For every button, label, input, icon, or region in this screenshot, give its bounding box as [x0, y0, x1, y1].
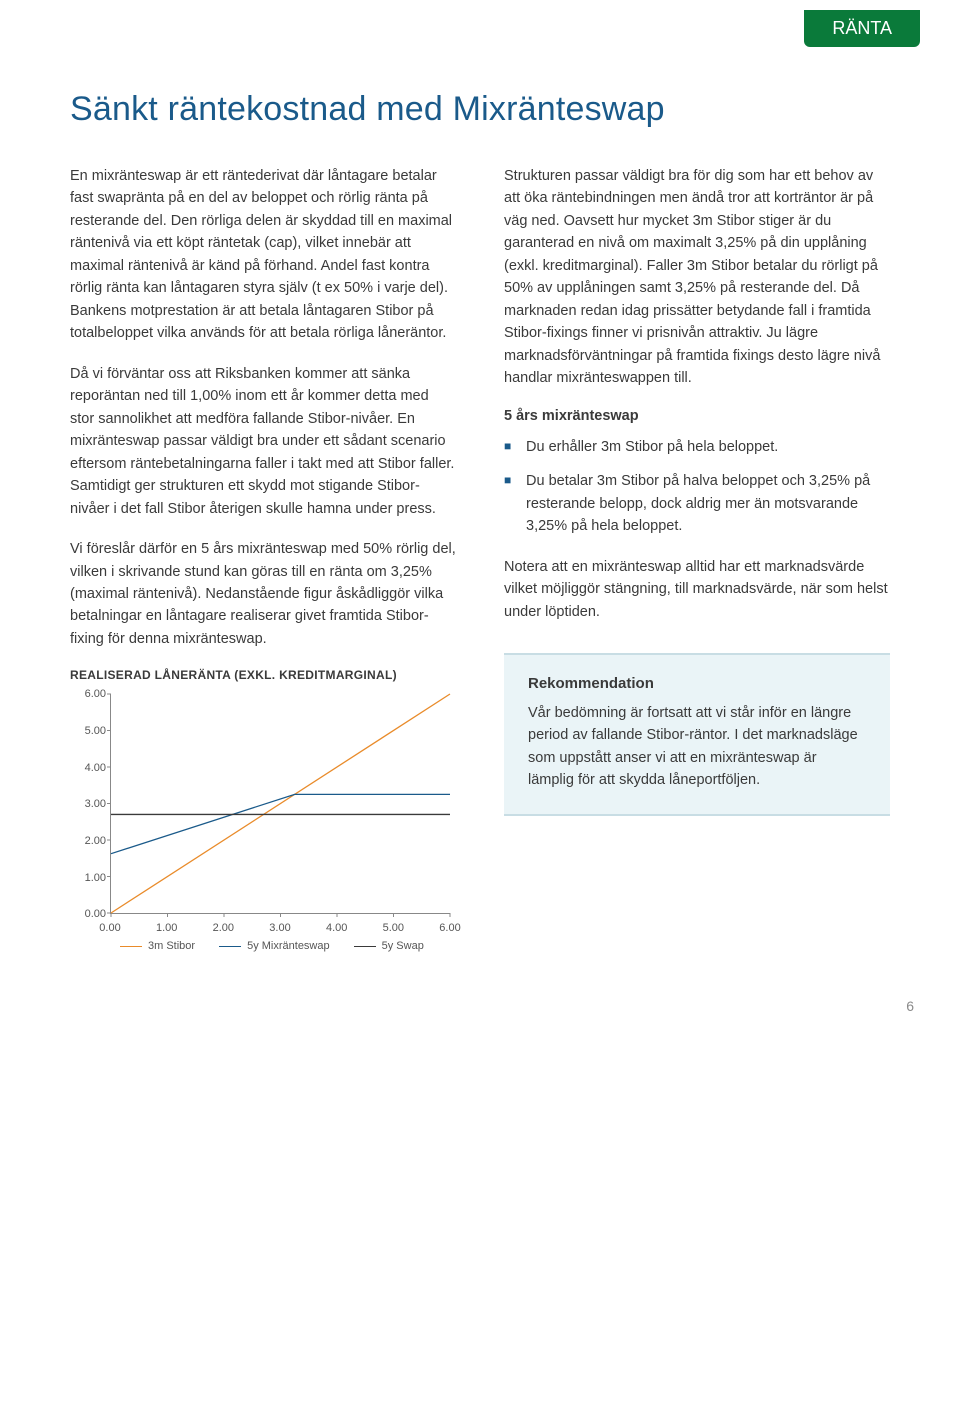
list-item: Du erhåller 3m Stibor på hela beloppet.	[504, 436, 890, 458]
two-column-layout: En mixränteswap är ett räntederivat där …	[70, 165, 890, 952]
y-tick-label: 4.00	[70, 762, 106, 774]
x-tick-label: 4.00	[326, 922, 347, 934]
legend-label: 5y Swap	[382, 940, 424, 952]
legend-swatch	[354, 946, 376, 947]
bullet-list: Du erhåller 3m Stibor på hela beloppet. …	[504, 436, 890, 538]
x-tick-label: 3.00	[269, 922, 290, 934]
body-paragraph: Vi föreslår därför en 5 års mixränteswap…	[70, 538, 456, 650]
x-tick-label: 0.00	[99, 922, 120, 934]
chart-plot-area: 0.001.002.003.004.005.006.000.001.002.00…	[70, 694, 450, 934]
legend-item: 5y Mixränteswap	[219, 940, 330, 952]
legend-item: 3m Stibor	[120, 940, 195, 952]
body-paragraph: En mixränteswap är ett räntederivat där …	[70, 165, 456, 345]
x-tick-label: 2.00	[213, 922, 234, 934]
chart-series-line	[111, 694, 450, 913]
body-paragraph: Notera att en mixränteswap alltid har et…	[504, 556, 890, 623]
legend-swatch	[219, 946, 241, 947]
y-tick-label: 1.00	[70, 872, 106, 884]
x-tick-label: 6.00	[439, 922, 460, 934]
legend-label: 3m Stibor	[148, 940, 195, 952]
x-tick-label: 5.00	[383, 922, 404, 934]
page-number: 6	[906, 998, 914, 1014]
callout-heading: Rekommendation	[528, 675, 866, 692]
body-paragraph: Då vi förväntar oss att Riksbanken komme…	[70, 363, 456, 520]
y-tick-label: 5.00	[70, 725, 106, 737]
y-tick-label: 3.00	[70, 798, 106, 810]
chart-plot	[110, 694, 450, 914]
y-tick-label: 0.00	[70, 908, 106, 920]
left-column: En mixränteswap är ett räntederivat där …	[70, 165, 456, 952]
chart-container: 0.001.002.003.004.005.006.000.001.002.00…	[70, 694, 450, 952]
page-title: Sänkt räntekostnad med Mixränteswap	[70, 90, 890, 129]
list-item: Du betalar 3m Stibor på halva beloppet o…	[504, 470, 890, 537]
x-tick-label: 1.00	[156, 922, 177, 934]
chart-svg	[111, 694, 450, 913]
page-content: Sänkt räntekostnad med Mixränteswap En m…	[0, 0, 960, 972]
chart-legend: 3m Stibor 5y Mixränteswap 5y Swap	[70, 940, 450, 952]
right-column: Strukturen passar väldigt bra för dig so…	[504, 165, 890, 952]
legend-swatch	[120, 946, 142, 947]
body-paragraph: Strukturen passar väldigt bra för dig so…	[504, 165, 890, 390]
chart-title: REALISERAD LÅNERÄNTA (EXKL. KREDITMARGIN…	[70, 668, 456, 682]
y-tick-label: 2.00	[70, 835, 106, 847]
recommendation-callout: Rekommendation Vår bedömning är fortsatt…	[504, 653, 890, 816]
legend-item: 5y Swap	[354, 940, 424, 952]
callout-body: Vår bedömning är fortsatt att vi står in…	[528, 702, 866, 792]
legend-label: 5y Mixränteswap	[247, 940, 330, 952]
subheading: 5 års mixränteswap	[504, 408, 890, 424]
section-tab: RÄNTA	[804, 10, 920, 47]
y-tick-label: 6.00	[70, 688, 106, 700]
